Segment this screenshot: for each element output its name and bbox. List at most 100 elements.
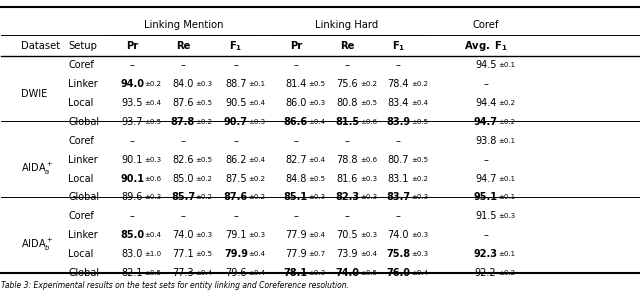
Text: ±0.3: ±0.3 [411, 232, 428, 238]
Text: 85.7: 85.7 [171, 193, 195, 202]
Text: 85.0: 85.0 [172, 174, 194, 184]
Text: Local: Local [68, 98, 93, 108]
Text: ±0.5: ±0.5 [196, 251, 212, 257]
Text: 76.0: 76.0 [387, 268, 410, 278]
Text: Coref: Coref [472, 20, 499, 30]
Text: –: – [396, 60, 401, 70]
Text: ±0.2: ±0.2 [196, 119, 212, 125]
Text: ±0.3: ±0.3 [411, 195, 428, 200]
Text: 85.1: 85.1 [284, 193, 308, 202]
Text: ±0.3: ±0.3 [360, 195, 377, 200]
Text: 94.4: 94.4 [475, 98, 497, 108]
Text: ±1.0: ±1.0 [145, 251, 162, 257]
Text: ±0.4: ±0.4 [145, 100, 162, 106]
Text: ±0.5: ±0.5 [308, 176, 326, 182]
Text: ±0.3: ±0.3 [308, 270, 326, 276]
Text: 90.1: 90.1 [120, 174, 144, 184]
Text: ±0.5: ±0.5 [145, 119, 162, 125]
Text: 94.5: 94.5 [475, 60, 497, 70]
Text: 83.9: 83.9 [387, 117, 410, 127]
Text: 82.3: 82.3 [335, 193, 360, 202]
Text: ±0.3: ±0.3 [248, 232, 266, 238]
Text: AIDA$_b^+$: AIDA$_b^+$ [20, 237, 52, 253]
Text: –: – [345, 136, 350, 146]
Text: –: – [180, 136, 186, 146]
Text: ±0.2: ±0.2 [411, 176, 428, 182]
Text: ±0.6: ±0.6 [145, 176, 162, 182]
Text: Pr: Pr [290, 41, 302, 51]
Text: ±0.6: ±0.6 [360, 119, 377, 125]
Text: –: – [293, 136, 298, 146]
Text: ±0.4: ±0.4 [248, 157, 266, 163]
Text: –: – [345, 211, 350, 221]
Text: –: – [483, 230, 488, 240]
Text: 78.1: 78.1 [284, 268, 308, 278]
Text: 74.0: 74.0 [172, 230, 194, 240]
Text: ±0.4: ±0.4 [308, 157, 326, 163]
Text: –: – [293, 60, 298, 70]
Text: ±0.5: ±0.5 [411, 157, 428, 163]
Text: ±0.2: ±0.2 [248, 176, 266, 182]
Text: Global: Global [68, 268, 99, 278]
Text: –: – [180, 60, 186, 70]
Text: 93.8: 93.8 [475, 136, 497, 146]
Text: Coref: Coref [68, 60, 94, 70]
Text: Table 3: Experimental results on the test sets for entity linking and Coreferenc: Table 3: Experimental results on the tes… [1, 281, 349, 290]
Text: –: – [129, 211, 134, 221]
Text: Local: Local [68, 249, 93, 259]
Text: –: – [483, 155, 488, 165]
Text: ±0.2: ±0.2 [499, 100, 515, 106]
Text: ±0.2: ±0.2 [248, 195, 266, 200]
Text: ±0.5: ±0.5 [196, 100, 212, 106]
Text: ±0.4: ±0.4 [248, 100, 266, 106]
Text: ±0.4: ±0.4 [248, 251, 266, 257]
Text: ±0.3: ±0.3 [248, 119, 266, 125]
Text: 87.6: 87.6 [172, 98, 194, 108]
Text: 82.7: 82.7 [285, 155, 307, 165]
Text: ±0.4: ±0.4 [411, 270, 428, 276]
Text: 95.1: 95.1 [474, 193, 498, 202]
Text: Pr: Pr [126, 41, 138, 51]
Text: Dataset: Dataset [20, 41, 60, 51]
Text: 82.1: 82.1 [121, 268, 143, 278]
Text: Global: Global [68, 117, 99, 127]
Text: 93.7: 93.7 [121, 117, 143, 127]
Text: AIDA$_a^+$: AIDA$_a^+$ [20, 161, 52, 177]
Text: 87.6: 87.6 [224, 193, 248, 202]
Text: 77.9: 77.9 [285, 249, 307, 259]
Text: 75.6: 75.6 [337, 79, 358, 89]
Text: Global: Global [68, 193, 99, 202]
Text: –: – [234, 136, 238, 146]
Text: ±0.1: ±0.1 [248, 81, 266, 87]
Text: 90.5: 90.5 [225, 98, 246, 108]
Text: 92.2: 92.2 [475, 268, 497, 278]
Text: ±0.5: ±0.5 [360, 270, 377, 276]
Text: –: – [345, 60, 350, 70]
Text: DWIE: DWIE [20, 89, 47, 99]
Text: ±0.5: ±0.5 [145, 270, 162, 276]
Text: 77.1: 77.1 [172, 249, 194, 259]
Text: ±0.3: ±0.3 [308, 100, 326, 106]
Text: ±0.3: ±0.3 [145, 195, 162, 200]
Text: 80.8: 80.8 [337, 98, 358, 108]
Text: $\mathbf{F_1}$: $\mathbf{F_1}$ [392, 39, 405, 52]
Text: ±0.4: ±0.4 [360, 251, 377, 257]
Text: 86.6: 86.6 [284, 117, 308, 127]
Text: 79.6: 79.6 [225, 268, 246, 278]
Text: Coref: Coref [68, 211, 94, 221]
Text: 89.6: 89.6 [122, 193, 143, 202]
Text: Coref: Coref [68, 136, 94, 146]
Text: 73.9: 73.9 [337, 249, 358, 259]
Text: 94.0: 94.0 [120, 79, 144, 89]
Text: Linker: Linker [68, 155, 98, 165]
Text: ±0.1: ±0.1 [499, 62, 516, 68]
Text: ±0.3: ±0.3 [308, 195, 326, 200]
Text: ±0.3: ±0.3 [145, 157, 162, 163]
Text: ±0.3: ±0.3 [196, 232, 213, 238]
Text: ±0.3: ±0.3 [411, 251, 428, 257]
Text: ±0.5: ±0.5 [308, 81, 326, 87]
Text: 84.0: 84.0 [172, 79, 194, 89]
Text: –: – [129, 136, 134, 146]
Text: 81.5: 81.5 [335, 117, 360, 127]
Text: Linking Mention: Linking Mention [144, 20, 224, 30]
